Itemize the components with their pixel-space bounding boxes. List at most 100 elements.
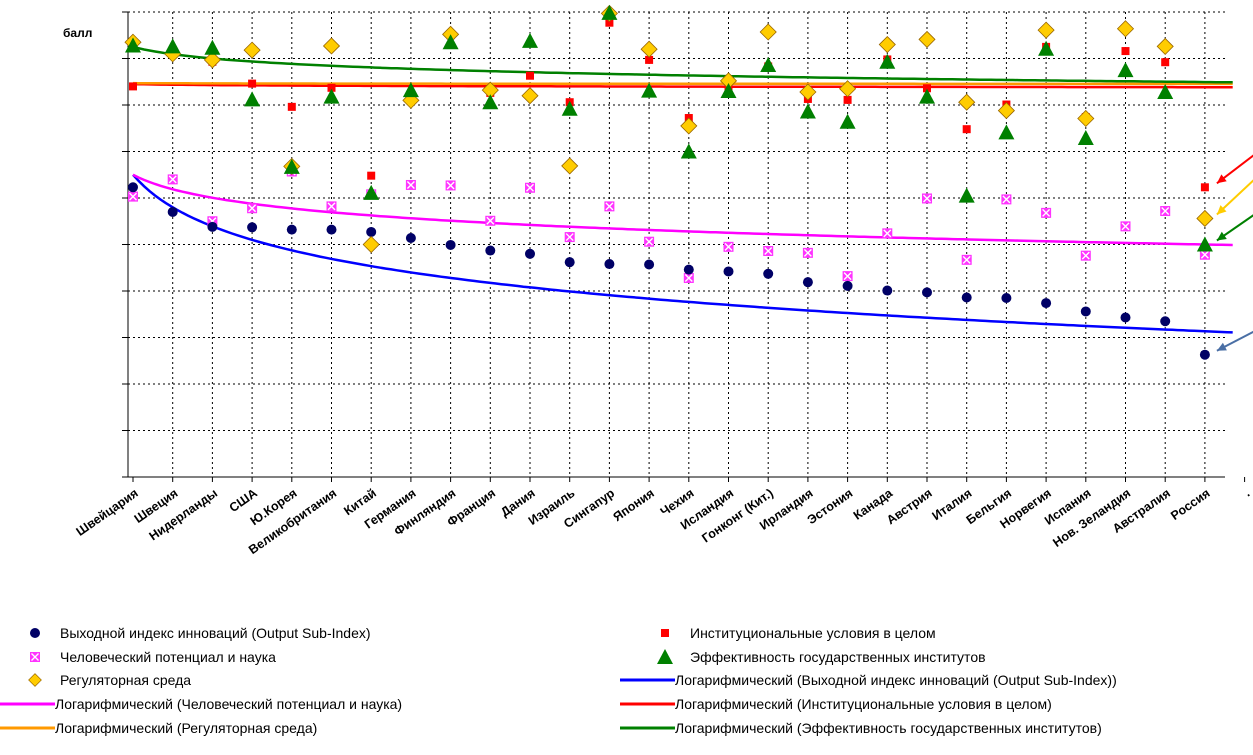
point-regulatory bbox=[839, 80, 857, 98]
point-regulatory bbox=[362, 235, 380, 254]
plot-axes bbox=[122, 11, 1246, 482]
point-gov-effectiveness bbox=[363, 184, 380, 200]
point-output-index bbox=[247, 222, 258, 233]
point-institutions bbox=[1200, 183, 1209, 192]
point-output-index bbox=[802, 277, 813, 288]
x-tick-label: Австрия bbox=[884, 486, 935, 527]
point-regulatory bbox=[997, 102, 1015, 120]
point-regulatory bbox=[1116, 20, 1135, 38]
point-gov-effectiveness bbox=[919, 88, 935, 104]
point-human-capital bbox=[1041, 207, 1052, 218]
point-output-index bbox=[405, 232, 416, 243]
point-human-capital bbox=[167, 174, 178, 185]
legend-symbol bbox=[620, 717, 675, 739]
legend-marker bbox=[657, 649, 673, 664]
legend-label: Институциональные условия в целом bbox=[690, 625, 936, 641]
legend: Выходной индекс инноваций (Output Sub-In… bbox=[0, 622, 1253, 755]
trendline bbox=[132, 173, 1233, 247]
point-output-index bbox=[564, 257, 575, 268]
point-gov-effectiveness bbox=[561, 100, 578, 116]
point-regulatory bbox=[1037, 21, 1055, 39]
point-output-index bbox=[882, 285, 893, 296]
point-gov-effectiveness bbox=[164, 38, 181, 54]
point-output-index bbox=[763, 268, 774, 279]
legend-symbol bbox=[10, 669, 60, 691]
point-human-capital bbox=[922, 193, 932, 204]
trendline bbox=[132, 82, 1233, 89]
point-gov-effectiveness bbox=[1196, 236, 1213, 252]
legend-marker bbox=[30, 652, 40, 662]
legend-label: Логарифмический (Выходной индекс инновац… bbox=[675, 672, 1117, 688]
x-tick-label: . bbox=[1241, 486, 1252, 499]
point-gov-effectiveness bbox=[839, 113, 856, 129]
legend-marker bbox=[28, 673, 42, 687]
legend-label: Выходной индекс инноваций (Output Sub-In… bbox=[60, 625, 371, 641]
point-regulatory bbox=[521, 87, 539, 105]
legend-item: Логарифмический (Регуляторная среда) bbox=[0, 717, 317, 739]
legend-label: Логарифмический (Эффективность государст… bbox=[675, 720, 1102, 736]
point-institutions bbox=[1121, 47, 1130, 56]
point-human-capital bbox=[961, 254, 972, 265]
point-human-capital bbox=[644, 236, 655, 247]
point-human-capital bbox=[445, 180, 456, 191]
point-gov-effectiveness bbox=[522, 32, 538, 48]
point-human-capital bbox=[842, 271, 853, 282]
point-human-capital bbox=[683, 272, 694, 283]
point-institutions bbox=[645, 55, 654, 64]
point-regulatory bbox=[799, 83, 817, 101]
point-human-capital bbox=[1120, 221, 1131, 232]
point-output-index bbox=[128, 182, 138, 193]
trendlines bbox=[132, 45, 1233, 334]
point-output-index bbox=[1199, 349, 1210, 360]
x-tick-label: Нидерланды bbox=[147, 486, 221, 543]
point-output-index bbox=[207, 221, 218, 232]
point-gov-effectiveness bbox=[283, 158, 300, 174]
legend-label: Логарифмический (Институциональные услов… bbox=[675, 696, 1052, 712]
point-institutions bbox=[526, 71, 534, 80]
point-gov-effectiveness bbox=[720, 83, 737, 99]
point-output-index bbox=[167, 206, 178, 217]
legend-item: Логарифмический (Эффективность государст… bbox=[620, 717, 1102, 739]
point-gov-effectiveness bbox=[442, 34, 459, 50]
legend-symbol bbox=[640, 622, 690, 644]
point-gov-effectiveness bbox=[1038, 40, 1055, 56]
legend-label: Логарифмический (Регуляторная среда) bbox=[55, 720, 318, 736]
point-human-capital bbox=[128, 191, 138, 202]
trendline bbox=[132, 173, 1233, 334]
legend-symbol bbox=[0, 693, 55, 715]
point-regulatory bbox=[1156, 37, 1174, 55]
point-output-index bbox=[485, 245, 496, 256]
point-human-capital bbox=[525, 182, 535, 193]
point-output-index bbox=[286, 224, 297, 235]
x-tick-label: Япония bbox=[611, 486, 657, 524]
legend-symbol bbox=[620, 693, 675, 715]
y-axis-label: балл bbox=[63, 26, 92, 40]
annotation-arrow bbox=[1216, 330, 1253, 352]
point-gov-effectiveness bbox=[244, 91, 261, 107]
legend-symbol bbox=[10, 622, 60, 644]
annotation-arrow bbox=[1216, 179, 1253, 216]
point-human-capital bbox=[247, 203, 258, 214]
legend-item: Логарифмический (Человеческий потенциал … bbox=[0, 693, 402, 715]
point-institutions bbox=[843, 95, 852, 104]
legend-label: Логарифмический (Человеческий потенциал … bbox=[55, 696, 403, 712]
point-output-index bbox=[525, 248, 535, 259]
point-gov-effectiveness bbox=[204, 39, 221, 55]
point-gov-effectiveness bbox=[641, 82, 658, 98]
point-output-index bbox=[922, 287, 932, 298]
point-regulatory bbox=[1077, 109, 1095, 128]
legend-symbol bbox=[10, 646, 60, 668]
point-regulatory bbox=[243, 41, 261, 59]
legend-label: Регуляторная среда bbox=[60, 672, 192, 688]
point-regulatory bbox=[1196, 209, 1214, 228]
point-gov-effectiveness bbox=[799, 103, 816, 119]
point-output-index bbox=[366, 226, 377, 237]
point-gov-effectiveness bbox=[601, 4, 618, 20]
point-gov-effectiveness bbox=[879, 53, 896, 69]
legend-marker bbox=[30, 628, 40, 638]
legend-label: Человеческий потенциал и наука bbox=[60, 649, 276, 665]
point-output-index bbox=[445, 239, 456, 250]
point-institutions bbox=[129, 82, 137, 91]
